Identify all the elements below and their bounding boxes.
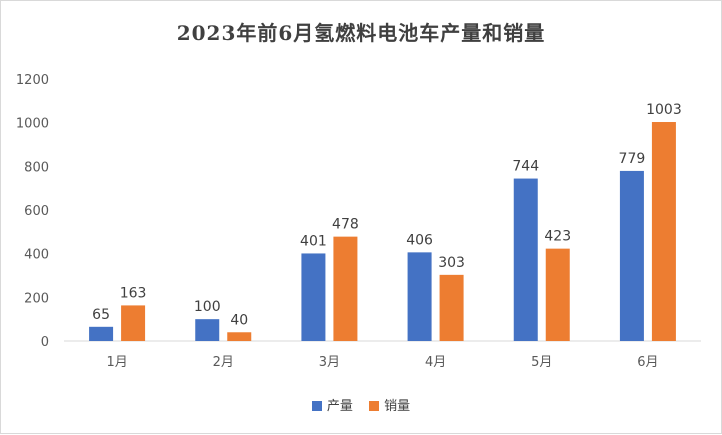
bar	[439, 274, 464, 341]
bar	[619, 170, 644, 341]
data-label: 406	[406, 232, 433, 248]
bar	[227, 332, 252, 341]
y-tick-label: 0	[41, 335, 49, 350]
bar	[407, 252, 432, 341]
y-tick-label: 1200	[16, 73, 49, 88]
bar	[121, 305, 146, 341]
y-tick-label: 400	[24, 248, 49, 263]
x-tick-label: 5月	[531, 355, 552, 370]
legend-label-sales: 销量	[384, 399, 411, 414]
x-tick-label: 6月	[637, 355, 658, 370]
bar	[513, 178, 538, 341]
bar	[545, 248, 570, 341]
y-tick-label: 600	[24, 204, 49, 219]
data-label: 1003	[646, 102, 682, 118]
data-label: 40	[230, 312, 248, 328]
bar	[651, 122, 676, 342]
data-label: 100	[194, 299, 221, 315]
bar	[89, 326, 114, 341]
x-tick-label: 1月	[106, 355, 127, 370]
legend-item-sales: 销量	[369, 395, 410, 414]
x-tick-label: 4月	[425, 355, 446, 370]
data-label: 779	[619, 151, 646, 167]
data-label: 401	[300, 233, 327, 249]
x-tick-label: 3月	[319, 355, 340, 370]
legend-swatch-production	[311, 401, 322, 411]
data-label: 423	[544, 229, 571, 245]
legend-swatch-sales	[369, 401, 380, 411]
legend-item-production: 产量	[311, 395, 353, 414]
bar	[301, 253, 326, 341]
bar	[195, 319, 220, 341]
data-label: 303	[438, 255, 465, 271]
y-tick-label: 800	[24, 160, 49, 175]
y-tick-label: 200	[24, 291, 49, 306]
chart-title: 2023年前6月氢燃料电池车产量和销量	[176, 21, 546, 45]
bar	[333, 236, 358, 341]
data-label: 744	[512, 159, 539, 175]
data-label: 65	[92, 307, 110, 323]
legend: 产量 销量	[1, 395, 721, 414]
data-label: 478	[332, 217, 359, 233]
legend-label-production: 产量	[326, 399, 353, 414]
y-tick-label: 1000	[16, 117, 49, 132]
x-tick-label: 2月	[213, 355, 234, 370]
data-label: 163	[120, 285, 147, 301]
